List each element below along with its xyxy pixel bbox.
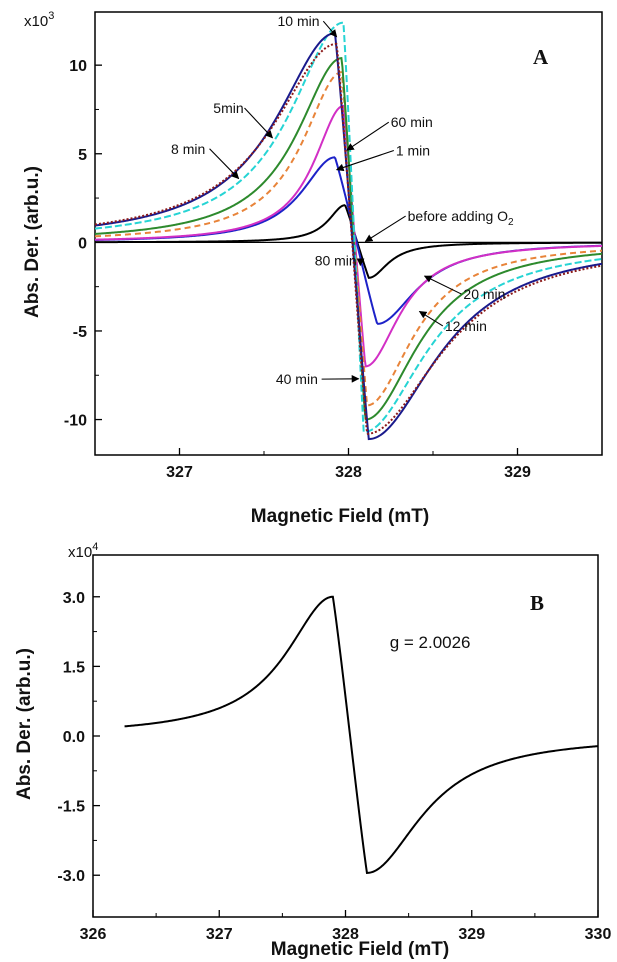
annotation-arrow bbox=[423, 275, 462, 295]
annotation-arrow bbox=[244, 107, 273, 139]
y-tick-label: 5 bbox=[78, 147, 87, 164]
y-tick-label: 10 bbox=[69, 58, 87, 75]
annotation-arrow bbox=[418, 311, 444, 327]
annotation-label: 5min bbox=[213, 100, 243, 116]
x-tick-label: 329 bbox=[504, 464, 531, 481]
annotation-label: 10 min bbox=[278, 13, 320, 29]
plot-frame bbox=[94, 11, 603, 456]
annotation-arrow bbox=[209, 148, 240, 180]
y-tick-label: 1.5 bbox=[63, 659, 85, 676]
x-tick-label: 328 bbox=[332, 926, 359, 943]
series-line-6 bbox=[95, 21, 602, 433]
annotation-label: 20 min bbox=[463, 286, 505, 302]
panel-b-y-axis-title: Abs. Der. (arb.u.) bbox=[14, 648, 35, 800]
panel-b-x-axis-title: Magnetic Field (mT) bbox=[271, 939, 449, 960]
panel-a-x-axis-title: Magnetic Field (mT) bbox=[251, 506, 429, 527]
x-tick-label: 326 bbox=[80, 926, 107, 943]
y-tick-label: 0 bbox=[78, 235, 87, 252]
panel-b-y-multiplier: x104 bbox=[68, 541, 98, 561]
panel-b-label: B bbox=[530, 591, 544, 615]
plot-frame bbox=[92, 554, 599, 918]
y-tick-label: -1.5 bbox=[57, 799, 85, 816]
x-tick-label: 327 bbox=[166, 464, 193, 481]
annotation-label: 12 min bbox=[445, 318, 487, 334]
x-tick-label: 327 bbox=[206, 926, 233, 943]
annotation-arrow bbox=[346, 121, 390, 151]
annotation-arrow bbox=[335, 150, 394, 172]
x-tick-label: 330 bbox=[585, 926, 612, 943]
x-tick-label: 328 bbox=[335, 464, 362, 481]
y-tick-label: -3.0 bbox=[57, 868, 85, 885]
y-tick-label: 0.0 bbox=[63, 729, 85, 746]
annotation-label: 60 min bbox=[391, 114, 433, 130]
panel-a-y-axis-title: Abs. Der. (arb.u.) bbox=[22, 166, 43, 318]
annotation-label: 40 min bbox=[276, 371, 318, 387]
annotation-label: 80 min bbox=[315, 252, 357, 268]
series-group bbox=[124, 595, 598, 874]
series-line-4 bbox=[95, 71, 602, 407]
annotation-label: 8 min bbox=[171, 141, 205, 157]
panel-b-plot-area: 326 327 328 329 330 -3.0 -1.5 0.0 1.5 3.0 g = 2.00… bbox=[57, 554, 612, 943]
annotation-arrow bbox=[364, 215, 406, 242]
x-tick-label: 329 bbox=[458, 926, 485, 943]
series-line-5 bbox=[95, 56, 602, 421]
series-group bbox=[95, 21, 602, 441]
series-line-1 bbox=[124, 595, 598, 874]
y-tick-label: -5 bbox=[73, 324, 87, 341]
annotation-label: 1 min bbox=[396, 143, 430, 159]
annotation-arrow bbox=[322, 20, 338, 38]
y-tick-label: -10 bbox=[64, 413, 87, 430]
panel-b: x104 B Abs. Der. (arb.u.) Magnetic Field… bbox=[14, 541, 611, 960]
panel-a-label: A bbox=[533, 45, 549, 69]
annotation-label: g = 2.0026 bbox=[390, 633, 471, 652]
series-line-1 bbox=[95, 204, 602, 279]
y-tick-label: 3.0 bbox=[63, 590, 85, 607]
annotation-label: before adding O2 bbox=[408, 208, 514, 228]
series-line-8 bbox=[95, 42, 602, 435]
panel-a-plot-area: 327 328 329 -10 -5 0 5 10 10 min 5min 60 min 8 min 1… bbox=[64, 11, 603, 481]
panel-a-y-multiplier: x103 bbox=[24, 10, 54, 30]
panel-a: x103 A Abs. Der. (arb.u.) Magnetic Field… bbox=[22, 10, 603, 527]
